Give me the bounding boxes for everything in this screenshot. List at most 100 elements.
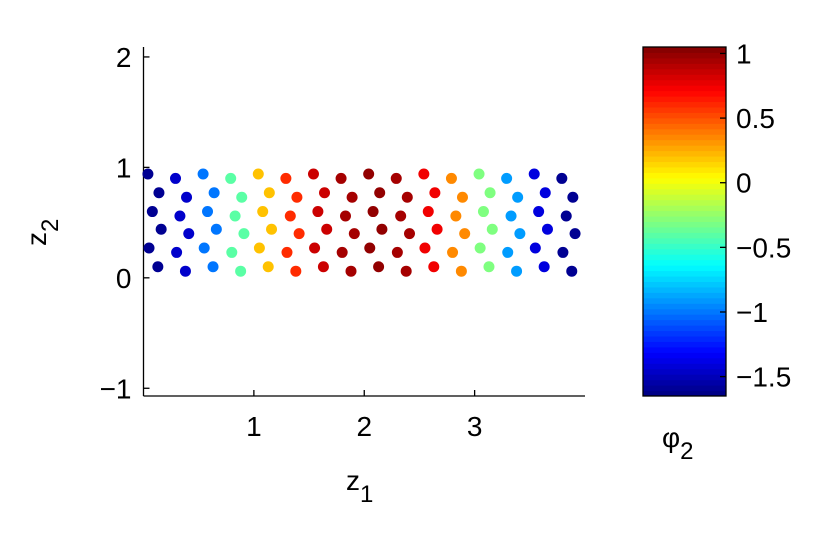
point bbox=[153, 187, 165, 199]
y-tick-label: 1 bbox=[116, 152, 132, 183]
point bbox=[174, 210, 186, 222]
colorbar-band bbox=[643, 210, 726, 217]
colorbar-band bbox=[643, 177, 726, 184]
point bbox=[146, 206, 158, 218]
colorbar-band bbox=[643, 265, 726, 272]
point bbox=[533, 206, 545, 218]
point bbox=[238, 228, 250, 240]
point bbox=[483, 261, 495, 273]
point bbox=[374, 187, 386, 199]
colorbar-tick-label: −1 bbox=[736, 297, 768, 328]
x-axis-label-text: z bbox=[346, 465, 360, 496]
point bbox=[142, 168, 154, 180]
point bbox=[447, 246, 459, 258]
point bbox=[179, 265, 191, 277]
point bbox=[363, 168, 375, 180]
point bbox=[293, 228, 305, 240]
point bbox=[502, 246, 514, 258]
point bbox=[207, 261, 219, 273]
point bbox=[473, 168, 485, 180]
point bbox=[511, 265, 523, 277]
point bbox=[181, 191, 193, 203]
point bbox=[253, 242, 265, 254]
point bbox=[202, 206, 214, 218]
y-axis-label-subscript: 2 bbox=[37, 219, 64, 232]
point bbox=[266, 223, 278, 235]
colorbar-band bbox=[643, 150, 726, 157]
point bbox=[319, 187, 331, 199]
point bbox=[560, 210, 572, 222]
colorbar-band bbox=[643, 52, 726, 59]
point bbox=[505, 210, 517, 222]
colorbar-band bbox=[643, 68, 726, 75]
colorbar-band bbox=[643, 139, 726, 146]
colorbar-band bbox=[643, 390, 726, 397]
point bbox=[235, 265, 247, 277]
point bbox=[456, 191, 468, 203]
colorbar-band bbox=[643, 385, 726, 392]
colorbar-band bbox=[643, 183, 726, 190]
colorbar-band bbox=[643, 216, 726, 222]
point bbox=[229, 210, 241, 222]
x-axis-label: z1 bbox=[346, 465, 373, 508]
point bbox=[346, 191, 358, 203]
colorbar-band bbox=[643, 319, 726, 326]
point bbox=[569, 228, 581, 240]
colorbar-tick-label: 1 bbox=[736, 38, 752, 69]
point bbox=[336, 246, 348, 258]
colorbar-band bbox=[643, 237, 726, 244]
colorbar-band bbox=[643, 172, 726, 179]
point bbox=[557, 246, 569, 258]
colorbar-band bbox=[643, 325, 726, 332]
point bbox=[280, 172, 292, 184]
colorbar-band bbox=[643, 336, 726, 342]
point bbox=[257, 206, 269, 218]
colorbar-band bbox=[643, 374, 726, 381]
colorbar-band bbox=[643, 232, 726, 239]
colorbar-band bbox=[643, 90, 726, 97]
colorbar-frame bbox=[642, 46, 727, 397]
colorbar-band bbox=[643, 270, 726, 277]
colorbar-band bbox=[643, 303, 726, 310]
point bbox=[445, 172, 457, 184]
point bbox=[252, 168, 264, 180]
point bbox=[345, 265, 357, 277]
colorbar-band bbox=[643, 117, 726, 124]
colorbar-band bbox=[643, 145, 726, 152]
point bbox=[459, 228, 471, 240]
point bbox=[556, 172, 568, 184]
point bbox=[566, 265, 578, 277]
point bbox=[290, 265, 302, 277]
point bbox=[528, 168, 540, 180]
y-tick-label: 2 bbox=[116, 42, 132, 73]
point bbox=[236, 191, 248, 203]
point bbox=[312, 206, 324, 218]
x-tick-label: 3 bbox=[467, 411, 483, 442]
colorbar-band bbox=[643, 156, 726, 163]
colorbar-band bbox=[643, 85, 726, 92]
point bbox=[155, 223, 167, 235]
colorbar-band bbox=[643, 276, 726, 282]
colorbar-band bbox=[643, 161, 726, 168]
colorbar-band bbox=[643, 106, 726, 113]
point bbox=[418, 168, 430, 180]
point bbox=[422, 206, 434, 218]
colorbar-band bbox=[643, 194, 726, 201]
point bbox=[183, 228, 195, 240]
point bbox=[567, 191, 579, 203]
point bbox=[321, 223, 333, 235]
colorbar-band bbox=[643, 281, 726, 288]
colorbar-band bbox=[643, 314, 726, 321]
point bbox=[309, 242, 321, 254]
point bbox=[291, 191, 303, 203]
point bbox=[512, 191, 524, 203]
point bbox=[210, 223, 222, 235]
colorbar-band bbox=[643, 243, 726, 250]
colorbar-band bbox=[643, 112, 726, 119]
point bbox=[390, 172, 402, 184]
point bbox=[226, 246, 238, 258]
point bbox=[281, 246, 293, 258]
colorbar-band bbox=[643, 379, 726, 386]
point bbox=[514, 228, 526, 240]
